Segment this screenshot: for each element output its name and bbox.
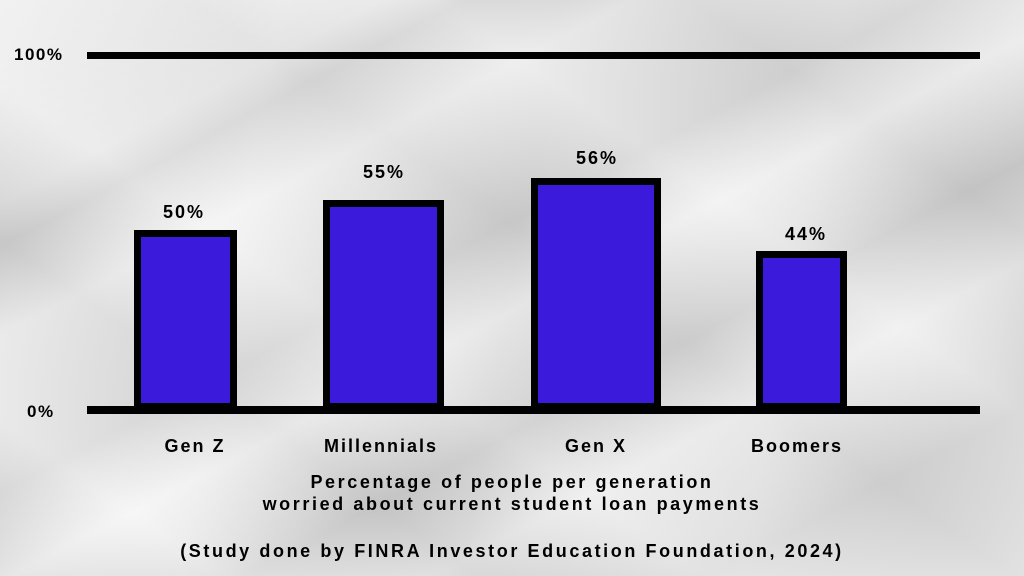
category-label-boomers: Boomers (750, 436, 844, 456)
value-label-millennials: 55% (362, 162, 406, 182)
top-reference-line (87, 52, 980, 59)
value-label-gen-x: 56% (575, 148, 619, 168)
bar-gen-x (531, 178, 661, 410)
value-label-gen-z: 50% (162, 202, 206, 222)
value-label-boomers: 44% (784, 224, 828, 244)
chart-caption-line-1: Percentage of people per generation (310, 472, 714, 492)
y-axis-label-100: 100% (14, 45, 64, 64)
bar-boomers (756, 251, 847, 410)
chart-caption-line-2: worried about current student loan payme… (262, 494, 762, 514)
bar-millennials (323, 200, 444, 410)
category-label-gen-x: Gen X (564, 436, 627, 456)
chart-source-note: (Study done by FINRA Investor Education … (180, 541, 844, 561)
category-label-millennials: Millennials (323, 436, 439, 456)
category-label-gen-z: Gen Z (164, 436, 226, 456)
bar-gen-z (134, 230, 237, 410)
baseline-axis (87, 406, 980, 414)
y-axis-label-0: 0% (27, 402, 55, 421)
